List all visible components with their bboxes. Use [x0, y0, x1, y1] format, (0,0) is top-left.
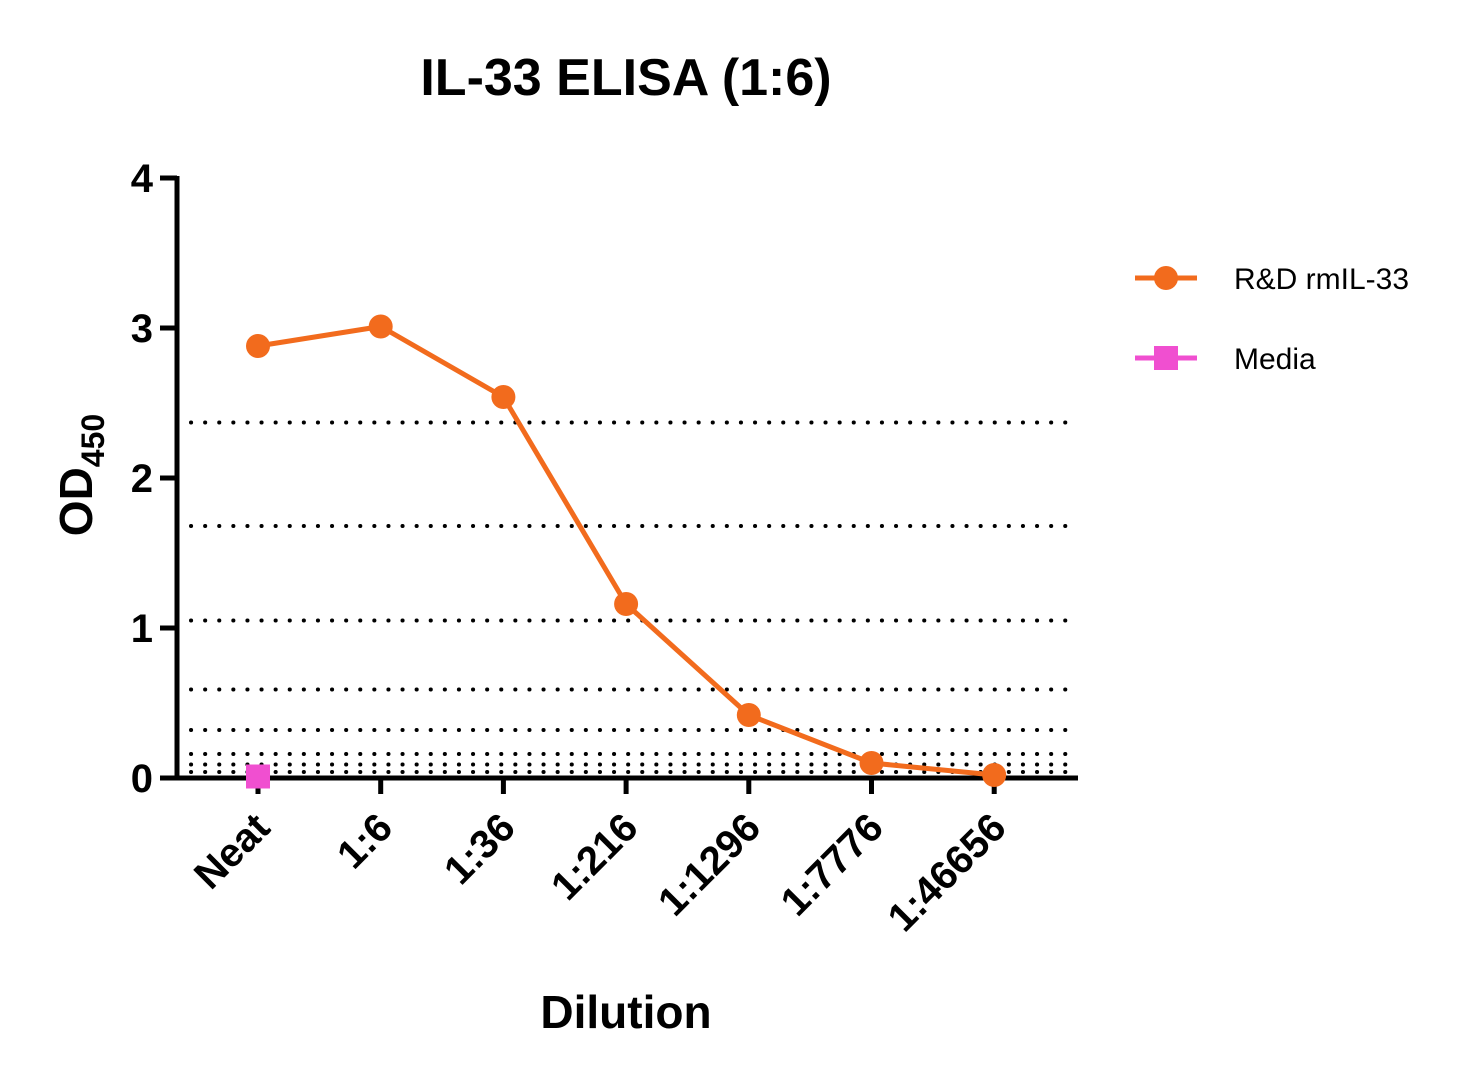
plot-area [246, 314, 1007, 789]
data-point-circle [736, 703, 761, 727]
x-tick-label: 1:46656 [880, 805, 1015, 940]
x-axis-title: Dilution [540, 986, 711, 1038]
legend-label-rmil33: R&D rmIL-33 [1234, 263, 1409, 296]
x-tick-label: 1:6 [329, 805, 401, 877]
y-tick-label: 4 [131, 157, 154, 201]
chart-title: IL-33 ELISA (1:6) [420, 49, 831, 107]
y-tick-label: 2 [131, 457, 153, 501]
legend-marker-media [1154, 346, 1178, 370]
series-line [257, 324, 995, 778]
data-point-square [246, 764, 270, 789]
legend-item-rmil33: R&D rmIL-33 [1135, 263, 1409, 296]
y-axis-title-main: OD [50, 467, 102, 536]
y-axis: 0 1 2 3 4 [131, 157, 180, 801]
x-tick-label: 1:7776 [773, 805, 892, 924]
data-point-circle [246, 334, 270, 358]
x-tick-label: 1:36 [436, 805, 524, 893]
y-axis-title-sub: 450 [75, 414, 111, 467]
legend-label-media: Media [1234, 343, 1316, 376]
data-point-circle [368, 314, 393, 339]
legend: R&D rmIL-33 Media [1135, 263, 1409, 376]
data-point-circle [859, 751, 884, 775]
data-point-circle [491, 385, 516, 409]
data-point-circle [614, 592, 639, 616]
x-tick-label: 1:1296 [650, 805, 769, 924]
x-tick-label: 1:216 [543, 805, 646, 908]
legend-marker-rmil33 [1154, 266, 1178, 290]
x-tick-label: Neat [186, 805, 278, 897]
y-tick-label: 1 [131, 607, 153, 651]
y-axis-title: OD450 [50, 414, 111, 536]
data-point-circle [982, 763, 1007, 787]
legend-item-media: Media [1135, 343, 1316, 376]
y-tick-label: 0 [131, 757, 153, 801]
y-tick-label: 3 [131, 307, 153, 351]
